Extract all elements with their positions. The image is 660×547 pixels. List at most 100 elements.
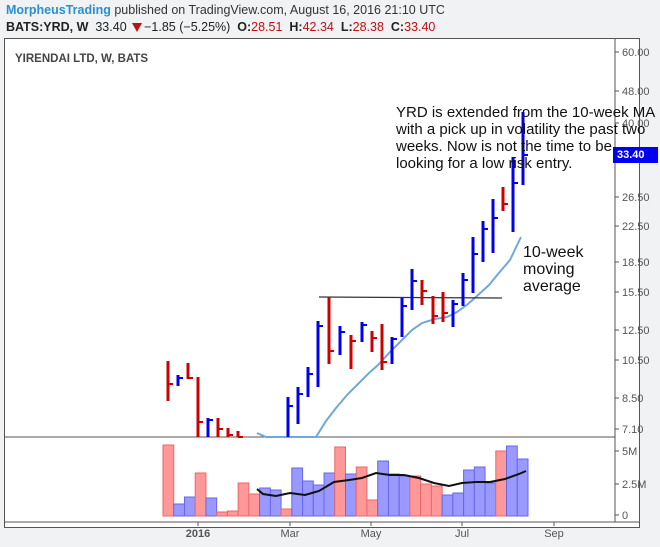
up-bar — [451, 300, 458, 327]
annotation-line: 10-week — [523, 244, 584, 261]
time-tick-label: 2016 — [186, 528, 210, 540]
volume-tick-label: 0 — [622, 510, 628, 522]
price-tick-label: 26.50 — [622, 192, 650, 204]
price-tick-label: 12.50 — [622, 325, 650, 337]
publish-line: MorpheusTrading published on TradingView… — [6, 3, 445, 17]
down-volume-bar — [409, 475, 422, 517]
down-volume-bar — [366, 499, 379, 517]
main-annotation[interactable]: YRD is extended from the 10-week MA with… — [396, 104, 655, 172]
price-change: −1.85 (−5.25%) — [144, 20, 231, 34]
down-bar — [349, 335, 356, 369]
up-volume-bar — [387, 473, 400, 517]
ma-10-week-line — [256, 236, 522, 438]
up-volume-bar — [506, 445, 518, 517]
up-bar — [481, 221, 488, 262]
down-volume-bar — [226, 510, 239, 517]
published-text: published on TradingView.com, August 16,… — [110, 3, 445, 17]
down-volume-bar — [430, 485, 443, 517]
up-volume-bar — [269, 489, 282, 517]
down-bar — [216, 418, 223, 437]
down-volume-bar — [248, 493, 261, 517]
chart-frame[interactable] — [4, 38, 640, 528]
close-value: 33.40 — [404, 20, 436, 34]
down-bar — [441, 292, 448, 322]
close-label: C: — [390, 20, 405, 34]
time-tick-label: Jul — [455, 528, 469, 540]
up-volume-bar — [291, 467, 304, 517]
down-volume-bar — [194, 472, 207, 517]
volume-tick-label: 2.5M — [622, 479, 646, 491]
up-bar — [206, 418, 213, 437]
open-value: 28.51 — [251, 20, 283, 34]
price-tick-label: 18.50 — [622, 257, 650, 269]
volume-bars — [162, 444, 529, 517]
down-volume-bar — [216, 511, 228, 517]
annotation-line: with a pick up in volatility the past tw… — [396, 121, 646, 138]
price-tick-label: 48.00 — [622, 86, 650, 98]
ma-annotation[interactable]: 10-week moving average — [523, 244, 583, 295]
down-arrow-icon — [132, 23, 143, 32]
volume-tick-label: 5M — [622, 446, 637, 458]
up-bar — [410, 269, 417, 310]
up-volume-bar — [441, 494, 454, 517]
up-volume-bar — [473, 466, 486, 517]
up-bar — [400, 298, 407, 337]
up-volume-bar — [205, 497, 218, 517]
price-tick-label: 8.50 — [622, 393, 643, 405]
time-axis[interactable]: 2016 Mar May Jul Sep — [186, 522, 564, 540]
annotation-line: moving — [523, 261, 575, 278]
last-price: 33.40 — [95, 20, 127, 34]
up-bar — [521, 112, 528, 185]
up-bar — [390, 337, 397, 364]
up-volume-bar — [302, 480, 314, 517]
down-bar — [166, 361, 173, 401]
price-tick-label: 15.50 — [622, 287, 650, 299]
up-bar — [176, 375, 183, 386]
open-label: O: — [237, 20, 252, 34]
up-volume-bar — [183, 496, 196, 517]
down-bar — [236, 431, 243, 438]
annotation-line: average — [523, 278, 581, 295]
high-label: H: — [289, 20, 303, 34]
down-bar — [370, 331, 377, 352]
price-axis[interactable]: 60.00 48.00 40.00 26.50 22.50 18.50 15.50 12.50… — [615, 47, 650, 436]
time-tick-label: Mar — [281, 528, 300, 540]
up-bar — [306, 367, 313, 397]
annotation-line: weeks. Now is not the time to be — [396, 138, 612, 155]
volume-axis: 5M 2.5M 0 — [615, 446, 646, 522]
up-volume-bar — [484, 482, 497, 517]
down-bar — [186, 363, 193, 379]
up-bar — [338, 326, 345, 355]
volume-ma-line — [256, 470, 527, 498]
price-tick-label: 40.00 — [622, 118, 650, 130]
symbol-label: BATS:YRD, W — [6, 20, 89, 34]
up-bar — [316, 321, 323, 387]
price-tick-label: 7.10 — [622, 424, 643, 436]
down-bar — [501, 187, 508, 211]
up-bar — [286, 397, 293, 437]
price-tick-label: 60.00 — [622, 47, 650, 59]
up-volume-bar — [452, 492, 465, 517]
up-bar — [491, 199, 498, 253]
author-link[interactable]: MorpheusTrading — [6, 3, 111, 17]
up-bar — [471, 237, 478, 293]
low-label: L: — [340, 20, 353, 34]
price-tick-label: 22.50 — [622, 221, 650, 233]
down-bar — [431, 296, 438, 324]
annotation-line: YRD is extended from the 10-week MA — [396, 104, 656, 121]
down-bar — [226, 428, 233, 437]
chart-legend: YIRENDAI LTD, W, BATS — [15, 53, 149, 65]
price-tick-label: 10.50 — [622, 355, 650, 367]
down-volume-bar — [162, 444, 175, 517]
up-volume-bar — [398, 475, 411, 517]
up-volume-bar — [377, 460, 389, 517]
high-value: 42.34 — [302, 20, 334, 34]
publish-header: MorpheusTrading published on TradingView… — [0, 0, 660, 38]
time-tick-label: May — [361, 528, 382, 540]
up-bar — [511, 157, 518, 232]
price-bars — [166, 112, 528, 438]
annotation-line: looking for a low risk entry. — [396, 155, 573, 172]
down-volume-bar — [495, 450, 508, 517]
last-price-badge: 33.40 — [613, 147, 658, 163]
